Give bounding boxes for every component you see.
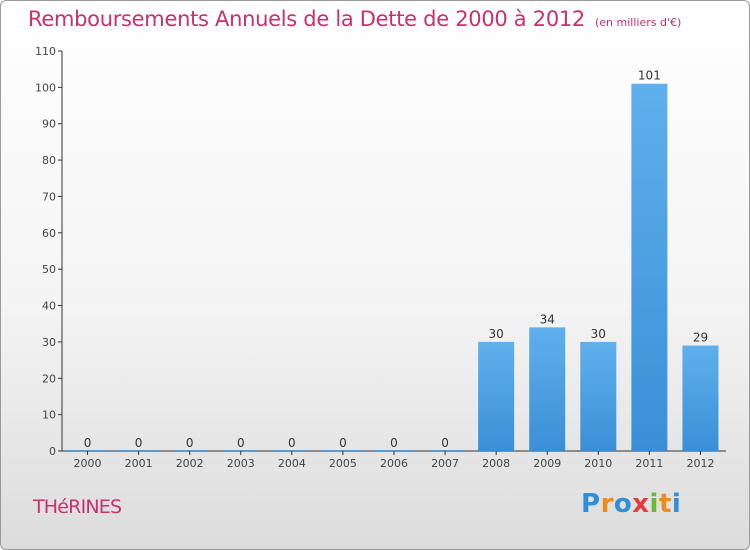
bar-2007 (427, 450, 464, 451)
town-name: THéRINES (33, 496, 122, 518)
bar-2001 (120, 450, 157, 451)
value-label-2009: 34 (540, 312, 555, 326)
value-label-2000: 0 (84, 436, 92, 450)
value-label-2004: 0 (288, 436, 296, 450)
x-tick-label-2005: 2005 (329, 457, 357, 470)
y-tick-label: 80 (42, 154, 56, 167)
bar-2006 (376, 450, 412, 451)
x-tick-label-2006: 2006 (380, 457, 408, 470)
chart-title: Remboursements Annuels de la Dette de 20… (28, 7, 681, 31)
value-label-2006: 0 (390, 436, 398, 450)
logo-letter: P (581, 489, 601, 519)
axes: 0 10 20 30 40 50 60 70 80 90 100 110 (35, 45, 726, 458)
logo-letter: r (600, 489, 614, 519)
logo-letter: t (658, 489, 672, 519)
value-label-2001: 0 (135, 436, 143, 450)
bar-2008 (478, 341, 515, 451)
x-tick-label-2011: 2011 (635, 457, 663, 470)
bar-2000 (69, 450, 106, 451)
y-tick-label: 0 (49, 445, 56, 458)
bar-2005 (324, 450, 361, 451)
bar-2002 (171, 450, 208, 451)
bar-2003 (222, 450, 259, 451)
x-tick-label-2009: 2009 (533, 457, 561, 470)
x-tick-label-2003: 2003 (227, 457, 255, 470)
y-tick-label: 110 (35, 45, 56, 58)
logo-letter: i (671, 489, 682, 519)
y-tick-label: 20 (42, 372, 56, 385)
y-tick-label: 100 (35, 81, 56, 94)
chart-subtitle: (en milliers d'€) (595, 16, 682, 29)
value-label-2011: 101 (638, 69, 661, 83)
bar-2004 (273, 450, 310, 451)
value-label-2012: 29 (693, 331, 708, 345)
y-tick-label: 40 (42, 300, 56, 313)
chart-title-text: Remboursements Annuels de la Dette de 20… (28, 7, 585, 31)
logo-letter: i (649, 489, 659, 519)
y-tick-label: 50 (42, 263, 56, 276)
bars (69, 83, 719, 452)
bar-2009 (529, 327, 566, 451)
x-tick-label-2012: 2012 (686, 457, 714, 470)
y-tick-label: 60 (42, 227, 56, 240)
value-label-2002: 0 (186, 436, 194, 450)
x-tick-label-2000: 2000 (74, 457, 102, 470)
value-label-2005: 0 (339, 436, 347, 450)
labels: 2000 0 2001 0 2002 0 2003 0 2004 0 2005 0 2006 0 2007 0… (74, 69, 715, 470)
bar-2011 (631, 83, 668, 452)
x-tick-label-2007: 2007 (431, 457, 459, 470)
bar-2010 (580, 341, 617, 451)
logo-letter: x (632, 489, 650, 519)
value-label-2010: 30 (591, 327, 606, 341)
x-tick-label-2001: 2001 (125, 457, 153, 470)
x-tick-label-2002: 2002 (176, 457, 204, 470)
proxiti-logo: Proxiti (581, 489, 681, 519)
y-tick-label: 30 (42, 336, 56, 349)
x-tick-label-2010: 2010 (584, 457, 612, 470)
y-tick-label: 70 (42, 190, 56, 203)
value-label-2008: 30 (489, 327, 504, 341)
y-tick-label: 10 (42, 409, 56, 422)
x-tick-label-2008: 2008 (482, 457, 510, 470)
bar-2012 (682, 345, 719, 451)
logo-letter: o (613, 489, 633, 519)
y-tick-label: 90 (42, 118, 56, 131)
value-label-2007: 0 (441, 436, 449, 450)
x-tick-label-2004: 2004 (278, 457, 306, 470)
value-label-2003: 0 (237, 436, 245, 450)
